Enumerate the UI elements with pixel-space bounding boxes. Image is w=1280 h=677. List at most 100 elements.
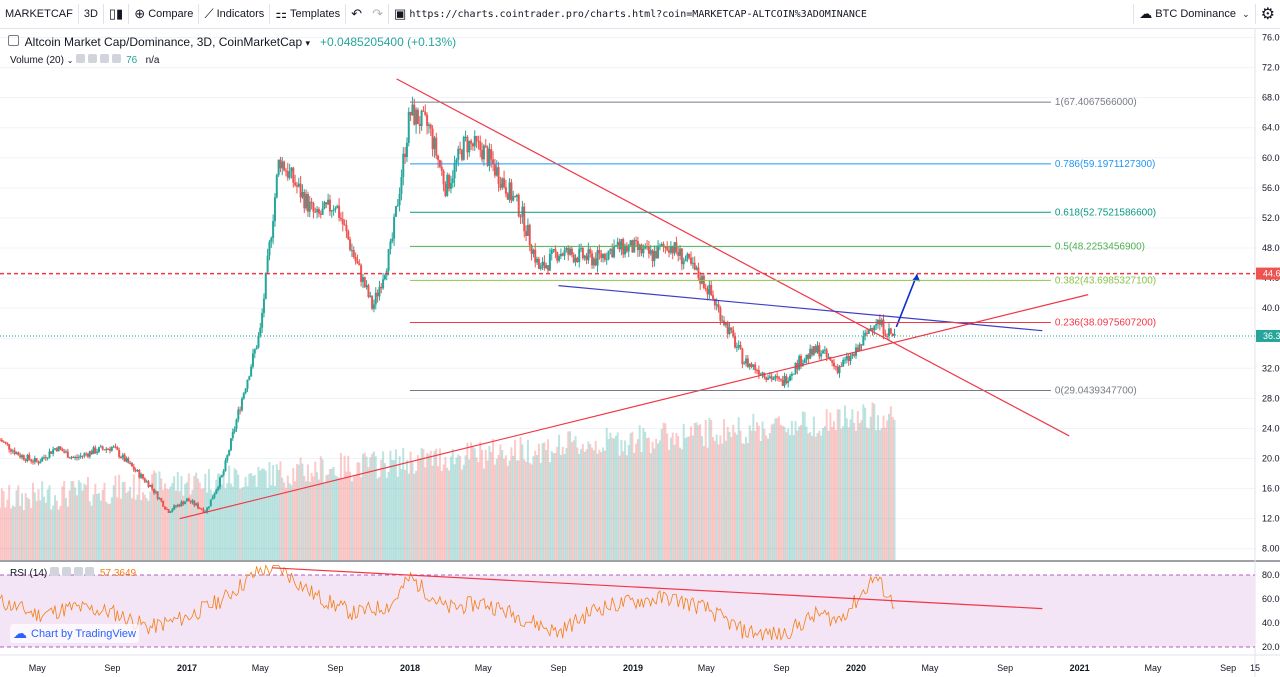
close-icon[interactable] — [99, 54, 109, 63]
volume-bar — [812, 416, 815, 560]
close-icon[interactable] — [73, 567, 83, 576]
candle-body — [460, 149, 463, 160]
legend-collapse-icon[interactable] — [8, 35, 19, 46]
volume-bar — [585, 449, 588, 560]
time-axis-label: Sep — [1220, 663, 1236, 673]
volume-bar — [345, 471, 348, 560]
candle-body — [816, 345, 819, 353]
candle-body — [99, 446, 102, 448]
candle-body — [779, 378, 782, 380]
time-axis[interactable]: May Sep 2017 May Sep 2018 May Sep 2019 May Sep 2020… — [29, 663, 1260, 673]
candle-body — [50, 451, 53, 454]
volume-bar — [81, 490, 84, 560]
volume-legend-na: n/a — [145, 55, 160, 66]
candle-body — [301, 191, 304, 198]
chevron-down-icon[interactable]: ▾ — [305, 38, 310, 48]
candle-body — [853, 353, 856, 356]
candle-body — [52, 449, 55, 454]
volume-bar — [90, 505, 93, 560]
candle-body — [724, 322, 727, 326]
candle-body — [30, 459, 33, 462]
candle-body — [350, 250, 353, 252]
volume-bar — [844, 405, 847, 560]
volume-bar — [182, 495, 185, 560]
candle-body — [185, 498, 188, 502]
volume-bar — [831, 426, 834, 560]
candle-body — [666, 247, 669, 251]
eye-icon[interactable] — [50, 567, 60, 576]
volume-bar — [110, 497, 113, 560]
eye-icon[interactable] — [76, 54, 86, 63]
candle-body — [310, 201, 313, 204]
candle-body — [530, 245, 533, 254]
tradingview-branding[interactable]: ☁ Chart by TradingView — [10, 624, 139, 643]
candle-body — [306, 194, 309, 212]
candle-body — [336, 205, 339, 209]
candle-body — [596, 250, 599, 266]
settings-icon[interactable] — [61, 567, 71, 576]
settings-button[interactable]: ⚙ — [1256, 0, 1280, 28]
chart-type-button[interactable]: ▯▮ — [104, 0, 128, 28]
volume-bar — [374, 456, 377, 560]
chevron-down-icon[interactable]: ⌄ — [66, 56, 74, 65]
candle-body — [13, 450, 16, 454]
btc-dominance-button[interactable]: ☁ BTC Dominance ⌄ — [1134, 0, 1254, 28]
volume-bar — [723, 419, 726, 560]
candle-body — [442, 170, 445, 185]
volume-bar — [556, 446, 559, 560]
volume-bar — [589, 444, 592, 560]
volume-bar — [644, 431, 647, 560]
compare-button[interactable]: ⊕ Compare — [129, 0, 198, 28]
candle-body — [576, 257, 579, 263]
indicators-label: Indicators — [216, 8, 265, 20]
volume-bar — [30, 508, 33, 560]
volume-bar — [35, 500, 38, 560]
price-tag-label: 44.6 — [1263, 269, 1280, 279]
toolbar-divider — [128, 4, 130, 24]
candle-body — [482, 145, 485, 160]
candle-body — [554, 248, 557, 253]
candle-body — [275, 175, 278, 198]
candle-body — [834, 366, 837, 368]
volume-bar — [688, 436, 691, 560]
candle-body — [493, 164, 496, 176]
redo-button[interactable]: ↷ — [367, 0, 388, 28]
more-icon[interactable] — [111, 54, 121, 63]
undo-button[interactable]: ↶ — [346, 0, 367, 28]
candle-body — [514, 196, 517, 198]
price-axis[interactable]: 76.00 72.00 68.00 64.00 60.00 56.00 52.00 48.00… — [1256, 33, 1280, 652]
volume-bar — [620, 439, 623, 560]
candle-body — [842, 360, 845, 367]
price-axis-label: 60.00 — [1262, 153, 1280, 163]
symbol-search[interactable]: MARKETCAF — [0, 0, 78, 28]
volume-bar — [539, 463, 542, 560]
volume-bar — [149, 491, 152, 560]
candle-body — [39, 461, 42, 464]
volume-bar — [482, 468, 485, 560]
indicators-button[interactable]: ⟋ Indicators — [199, 0, 269, 28]
volume-bar — [116, 497, 119, 560]
volume-bar — [123, 481, 126, 560]
volume-bar — [185, 482, 188, 560]
more-icon[interactable] — [85, 567, 95, 576]
volume-bar — [334, 475, 337, 560]
candle-body — [563, 250, 566, 256]
candle-body — [70, 457, 73, 459]
legend-change: +0.0485205400 (+0.13%) — [320, 35, 457, 49]
rsi-legend: RSI (14) 57.3649 — [10, 567, 136, 579]
interval-button[interactable]: 3D — [79, 0, 103, 28]
settings-icon[interactable] — [87, 54, 97, 63]
volume-bar — [743, 444, 746, 560]
candle-body — [620, 239, 623, 250]
candle-body — [812, 346, 815, 355]
candle-body — [448, 174, 451, 189]
btc-dominance-label: BTC Dominance — [1155, 8, 1236, 20]
toolbar-right: ☁ BTC Dominance ⌄ ⚙ — [1133, 0, 1280, 28]
url-field[interactable]: ▣ https://charts.cointrader.pro/charts.h… — [389, 0, 872, 28]
candle-body — [123, 454, 126, 462]
candle-body — [592, 258, 595, 266]
templates-button[interactable]: ⚏ Templates — [270, 0, 345, 28]
candle-body — [354, 257, 357, 262]
candle-body — [559, 253, 562, 257]
